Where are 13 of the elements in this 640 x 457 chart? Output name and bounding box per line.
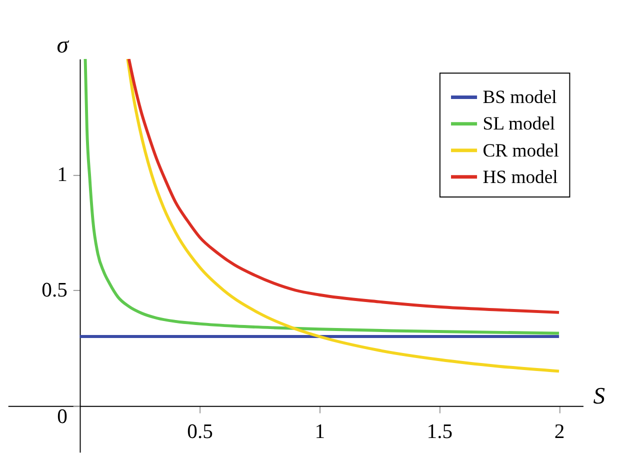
legend-label: CR model xyxy=(482,140,559,162)
x-axis-title: S xyxy=(593,383,606,410)
y-tick-label: 0 xyxy=(57,406,68,428)
y-tick-label: 1 xyxy=(57,164,68,186)
x-tick-label: 1.5 xyxy=(426,420,453,443)
legend-label: BS model xyxy=(482,87,557,108)
legend-label: HS model xyxy=(482,166,558,188)
y-axis-title: σ xyxy=(56,32,70,59)
x-tick-label: 2 xyxy=(554,420,565,443)
x-tick-label: 0.5 xyxy=(187,420,213,443)
y-tick-label: 0.5 xyxy=(42,280,68,302)
legend-label: SL model xyxy=(482,114,556,135)
x-tick-label: 1 xyxy=(314,420,326,443)
